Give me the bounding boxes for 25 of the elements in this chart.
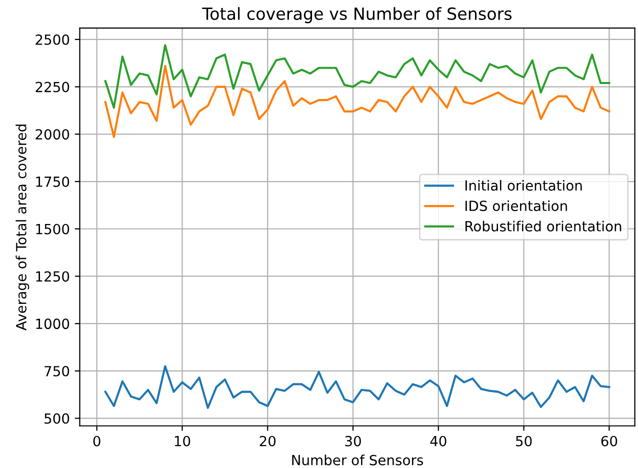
- y-axis-title: Average of Total area covered: [16, 124, 30, 330]
- y-tick-label: 500: [44, 413, 70, 424]
- line-series: [104, 365, 610, 409]
- y-tick-label: 1750: [36, 176, 70, 187]
- chart-title: Total coverage vs Number of Sensors: [202, 7, 512, 24]
- y-tick-label: 1500: [36, 224, 70, 234]
- y-tick-label: 750: [44, 366, 70, 376]
- line-series: [104, 64, 610, 138]
- x-tick-label: 10: [174, 436, 190, 446]
- x-tick-label: 20: [260, 436, 276, 446]
- y-tick-label: 1000: [36, 318, 70, 330]
- x-axis-title: Number of Sensors: [292, 454, 424, 466]
- x-tick-label: 0: [93, 436, 100, 446]
- y-tick-label: 1250: [36, 271, 70, 282]
- legend-label: IDS orientation: [465, 200, 567, 212]
- x-tick-label: 60: [601, 436, 618, 446]
- legend-label: Initial orientation: [465, 180, 582, 191]
- x-tick-label: 50: [516, 436, 532, 446]
- line-series: [104, 44, 610, 109]
- y-tick-label: 2000: [36, 129, 70, 140]
- y-tick-label: 2250: [36, 82, 70, 92]
- y-tick-label: 2500: [36, 34, 70, 45]
- x-tick-label: 30: [345, 436, 361, 446]
- x-tick-label: 40: [430, 436, 446, 446]
- legend-label: Robustified orientation: [465, 220, 622, 232]
